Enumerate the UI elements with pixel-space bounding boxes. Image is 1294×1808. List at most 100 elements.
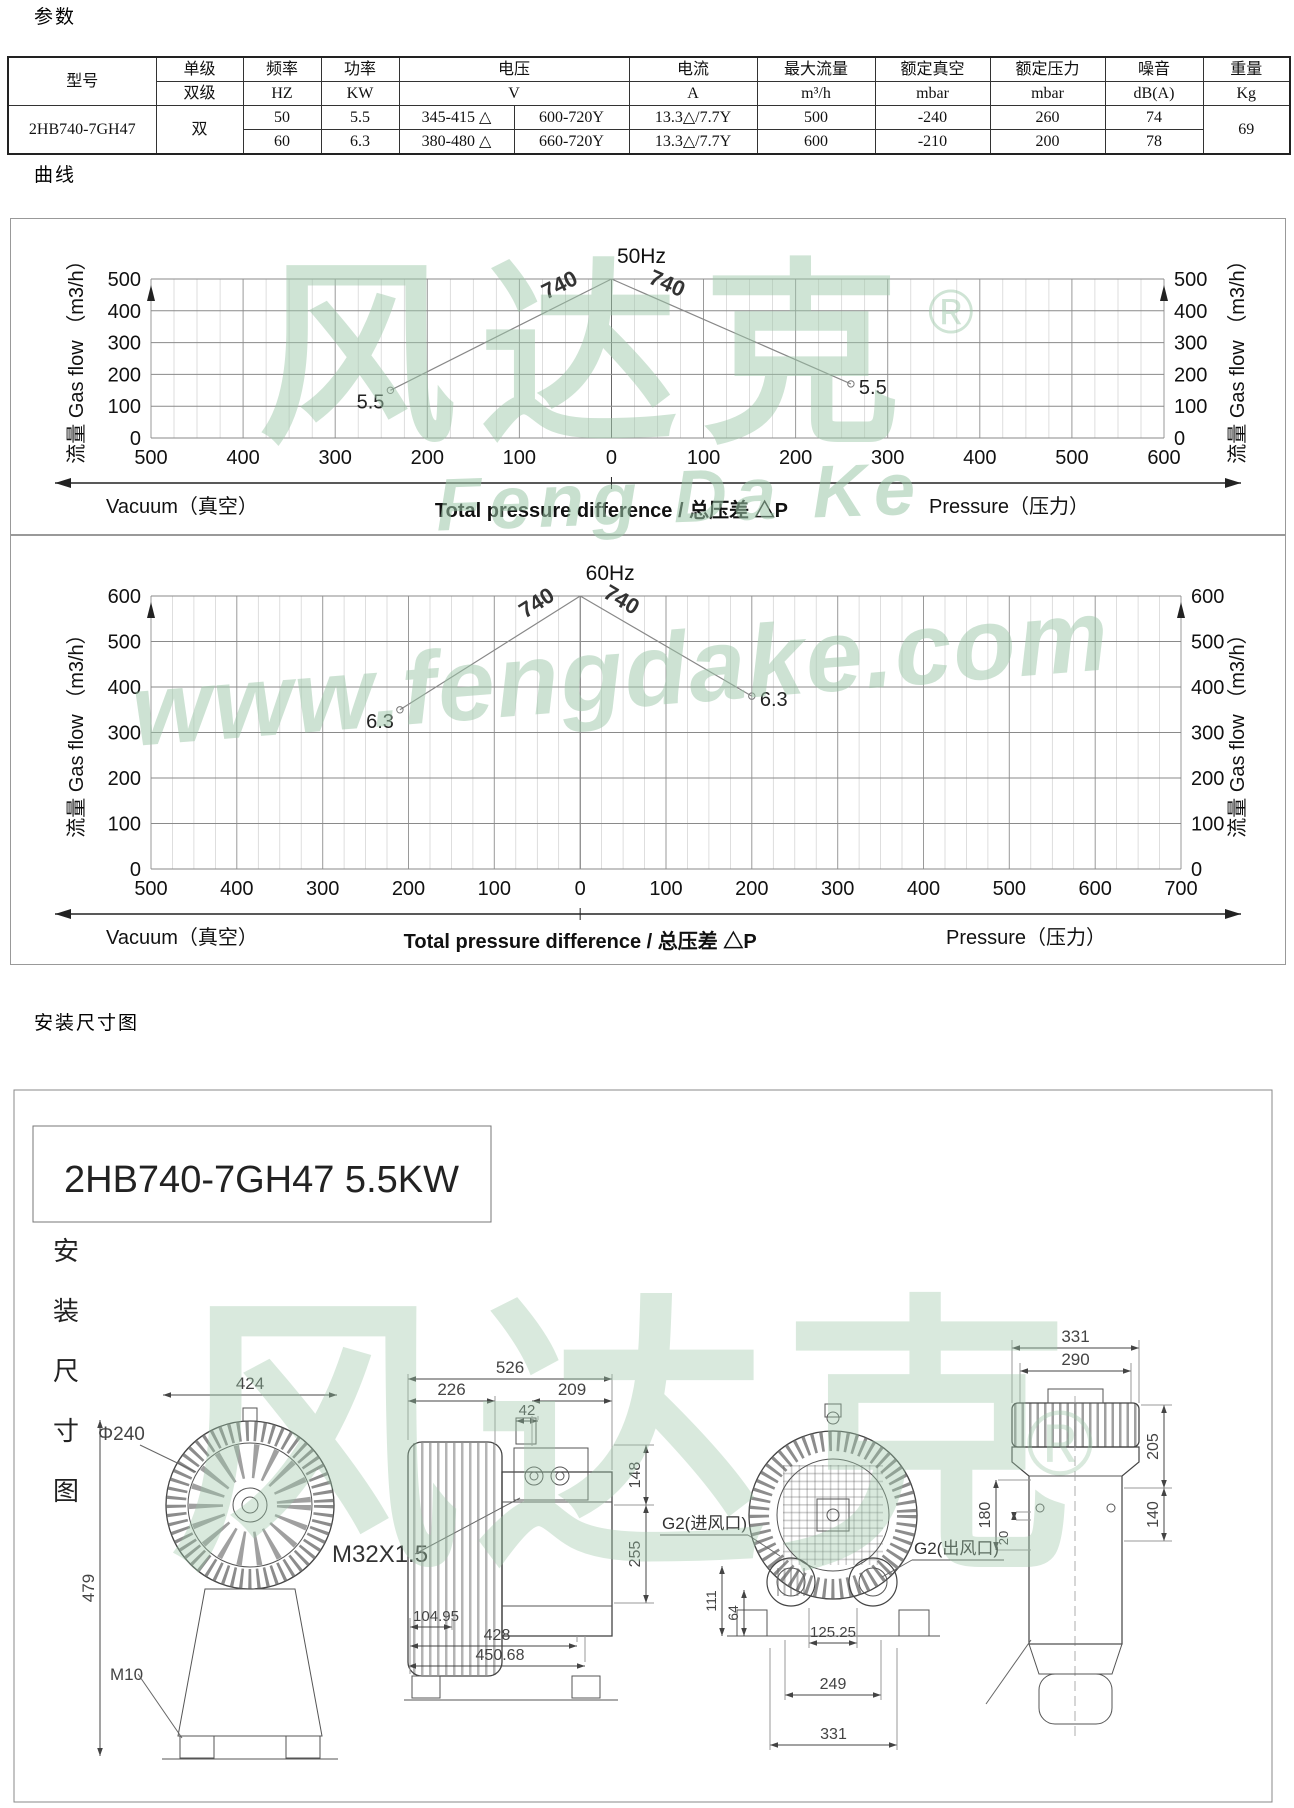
- chart-title: 50Hz: [617, 245, 666, 268]
- blower-foot: [179, 1735, 215, 1759]
- dim-arrow: [643, 1445, 649, 1453]
- performance-curve: [611, 278, 852, 385]
- th-stage-single: 单级: [155, 56, 244, 82]
- drawing-circle: [1106, 1503, 1116, 1513]
- x-tick-label: 200: [392, 878, 425, 900]
- cell-rated-vacuum: -210: [874, 129, 991, 155]
- leader-line: [881, 1559, 913, 1578]
- dim-arrow: [643, 1497, 649, 1505]
- blower-foot: [285, 1735, 321, 1759]
- y-axis-arrow: [1160, 285, 1168, 301]
- dim-arrow: [163, 1392, 171, 1398]
- dim-526: 526: [496, 1358, 524, 1377]
- top-plate: [1047, 1388, 1104, 1404]
- dim-arrow: [809, 1640, 817, 1646]
- dim-111: 111: [703, 1590, 719, 1611]
- th-power-unit: KW: [320, 81, 400, 106]
- x-tick-label: 700: [1164, 878, 1197, 900]
- drawing-circle: [555, 1471, 565, 1481]
- x-tick-label: 400: [226, 447, 259, 469]
- installation-drawing: 2HB740-7GH47 5.5KW 安装尺寸图 424 Φ240 479 M10 M32X…: [13, 1089, 1273, 1803]
- y-tick-label-right: 0: [1191, 859, 1202, 881]
- x-tick-label: 500: [134, 447, 167, 469]
- x-tick-label: 500: [1055, 447, 1088, 469]
- curve-power-label: 5.5: [357, 391, 385, 413]
- dim-226: 226: [437, 1380, 465, 1399]
- cell-noise: 78: [1104, 129, 1204, 155]
- dim-arrow: [408, 1398, 416, 1404]
- dim-arrow: [408, 1663, 416, 1669]
- x-tick-label: 300: [871, 447, 904, 469]
- curve-name-label: 740: [514, 582, 558, 623]
- dim-331b: 331: [1061, 1327, 1089, 1346]
- dim-arrow: [329, 1392, 337, 1398]
- drawing-rect: [242, 1407, 258, 1422]
- drawing-circle: [826, 1411, 840, 1425]
- cell-voltage-delta: 345-415 △: [398, 105, 515, 130]
- th-voltage-unit: V: [398, 81, 630, 106]
- dim-arrow: [1011, 1512, 1017, 1520]
- dim-arrow: [770, 1742, 778, 1748]
- label-inlet-g2: G2(进风口): [662, 1514, 747, 1533]
- install-side-label-char: 寸: [53, 1416, 79, 1446]
- cell-rated-pressure: 200: [989, 129, 1106, 155]
- x-tick-label: 300: [318, 447, 351, 469]
- y-tick-label-right: 600: [1191, 586, 1224, 608]
- th-vacuum-unit: mbar: [874, 81, 991, 106]
- dim-42: 42: [519, 1402, 536, 1419]
- arrow-left-icon: [55, 909, 71, 919]
- x-tick-label: 200: [779, 447, 812, 469]
- dim-arrow: [1161, 1533, 1167, 1541]
- y-tick-label-left: 0: [130, 428, 141, 450]
- x-tick-label: 400: [907, 878, 940, 900]
- y-tick-label-left: 300: [108, 333, 141, 355]
- cell-max-flow: 600: [756, 129, 876, 155]
- hub-plate: [816, 1498, 850, 1532]
- x-tick-label: 400: [220, 878, 253, 900]
- dim-249: 249: [820, 1676, 847, 1693]
- dim-arrow: [530, 1418, 538, 1424]
- curve-end-marker: [847, 380, 855, 388]
- dim-arrow: [1161, 1480, 1167, 1488]
- th-freq: 频率: [242, 56, 322, 82]
- bell-taper: [1028, 1643, 1123, 1675]
- y-tick-label-left: 100: [108, 396, 141, 418]
- y-tick-label-right: 400: [1174, 301, 1207, 323]
- y-tick-label-right: 500: [1174, 269, 1207, 291]
- dim-arrow: [993, 1480, 999, 1488]
- drawing-rect: [824, 1403, 842, 1418]
- dim-arrow: [889, 1742, 897, 1748]
- blower-base: [177, 1588, 323, 1737]
- dim-arrow: [487, 1398, 495, 1404]
- cell-power: 6.3: [320, 129, 400, 155]
- blower-foot: [898, 1609, 930, 1637]
- y-tick-label-left: 100: [108, 814, 141, 836]
- dim-arrow: [643, 1505, 649, 1513]
- y-tick-label-right: 100: [1174, 396, 1207, 418]
- y-axis-arrow: [147, 602, 155, 618]
- x-tick-label: 300: [306, 878, 339, 900]
- x-tick-label: 0: [606, 447, 617, 469]
- y-tick-label-right: 300: [1174, 333, 1207, 355]
- label-m32x15: M32X1.5: [332, 1541, 428, 1568]
- y-tick-label-left: 300: [108, 723, 141, 745]
- dim-20: 20: [996, 1531, 1011, 1545]
- drawing-circle: [232, 1487, 268, 1523]
- dim-209: 209: [558, 1380, 586, 1399]
- dim-205: 205: [1145, 1433, 1162, 1460]
- x-axis-label-pressure: Pressure（压力）: [929, 495, 1089, 518]
- x-tick-label: 500: [134, 878, 167, 900]
- th-rated-vacuum: 额定真空: [874, 56, 991, 82]
- blower-foot: [571, 1675, 601, 1699]
- drawing-circle: [241, 1496, 259, 1514]
- dim-arrow: [785, 1692, 793, 1698]
- cell-max-flow: 500: [756, 105, 876, 130]
- drawing-title-box: [32, 1125, 492, 1223]
- install-side-label-char: 装: [53, 1296, 79, 1326]
- dim-148: 148: [627, 1462, 644, 1489]
- dim-331: 331: [820, 1726, 847, 1743]
- drawing-circle: [776, 1567, 806, 1597]
- dim-arrow: [719, 1566, 725, 1574]
- curve-end-marker: [748, 692, 756, 700]
- y-tick-label-right: 500: [1191, 632, 1224, 654]
